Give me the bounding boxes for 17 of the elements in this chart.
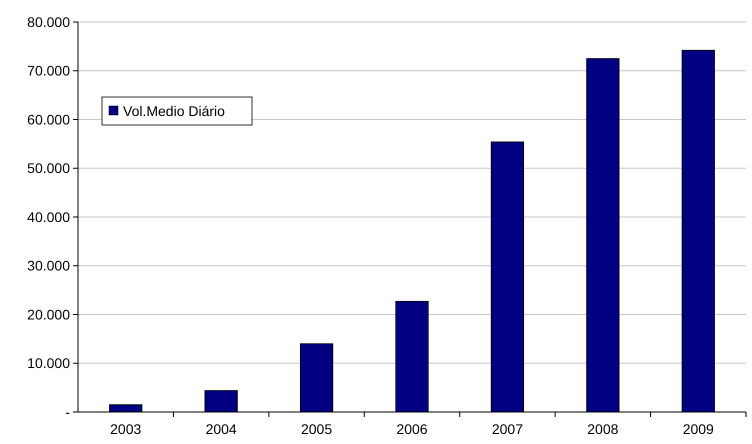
y-tick-label: - [65, 404, 70, 420]
x-tick-label: 2005 [300, 421, 332, 437]
y-tick-label: 70.000 [27, 62, 70, 79]
x-tick-label: 2008 [587, 421, 619, 437]
y-tick-label: 80.000 [27, 14, 70, 30]
x-tick-label: 2006 [396, 421, 428, 437]
y-tick-label: 10.000 [27, 355, 70, 372]
y-tick-label: 60.000 [27, 111, 70, 128]
y-tick-label: 40.000 [27, 208, 70, 225]
x-tick-label: 2004 [206, 421, 237, 437]
x-tick-label: 2009 [682, 421, 714, 437]
y-tick-label: 30.000 [27, 258, 70, 274]
y-tick-label: 50.000 [27, 160, 70, 176]
x-tick-label: 2007 [492, 421, 524, 437]
legend-label: Vol.Medio Diário [123, 102, 226, 119]
y-tick-label: 20.000 [27, 306, 70, 322]
x-tick-label: 2003 [110, 421, 142, 437]
